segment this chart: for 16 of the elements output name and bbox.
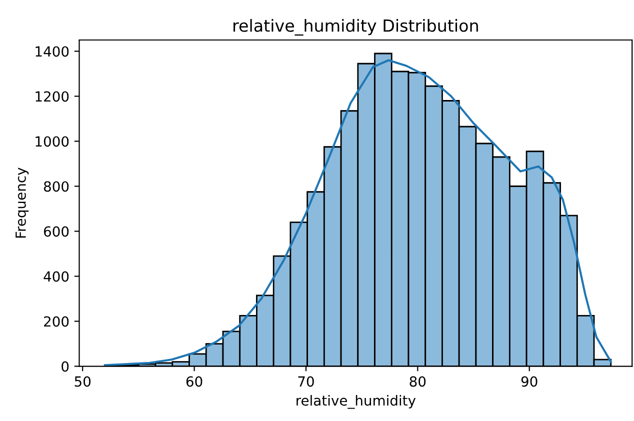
y-tick-label: 1400 — [36, 46, 69, 57]
x-tick-label: 80 — [410, 376, 426, 387]
y-axis-title: Frequency — [16, 168, 29, 238]
y-tick-label: 200 — [44, 316, 69, 327]
x-tick-label: 50 — [74, 376, 91, 387]
x-tick-label: 90 — [521, 376, 538, 387]
x-tick-label: 60 — [186, 376, 202, 387]
y-tick-label: 1200 — [36, 91, 69, 102]
chart-title: relative_humidity Distribution — [234, 19, 478, 36]
y-tick-label: 600 — [44, 226, 69, 237]
x-axis-title: relative_humidity — [296, 394, 416, 409]
y-tick-label: 1000 — [36, 136, 69, 147]
y-tick-label: 400 — [44, 271, 69, 282]
y-tick-label: 0 — [62, 361, 69, 372]
x-tick-label: 70 — [298, 376, 314, 387]
y-tick-label: 800 — [44, 181, 69, 192]
